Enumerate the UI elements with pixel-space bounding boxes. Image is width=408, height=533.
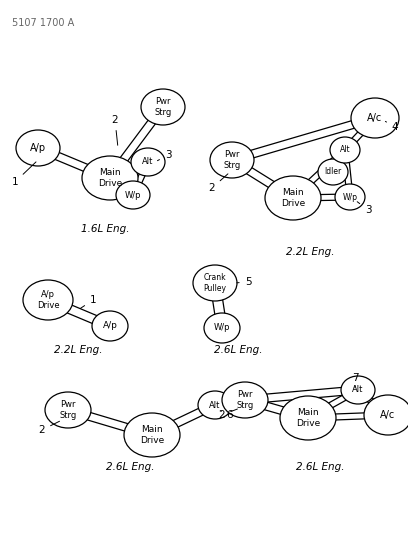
Text: 4: 4 (386, 122, 398, 132)
Text: 5: 5 (237, 277, 251, 287)
Text: Alt: Alt (353, 385, 364, 394)
Ellipse shape (364, 395, 408, 435)
Ellipse shape (204, 313, 240, 343)
Ellipse shape (198, 391, 232, 419)
Ellipse shape (124, 413, 180, 457)
Ellipse shape (23, 280, 73, 320)
Ellipse shape (341, 376, 375, 404)
Text: Pwr
Strg: Pwr Strg (60, 400, 77, 419)
Text: Pwr
Strg: Pwr Strg (223, 150, 241, 169)
Ellipse shape (222, 382, 268, 418)
Text: 1: 1 (12, 162, 36, 187)
Ellipse shape (131, 148, 165, 176)
Text: Main
Drive: Main Drive (281, 188, 305, 208)
Ellipse shape (318, 159, 348, 185)
Text: 6: 6 (221, 410, 233, 420)
Ellipse shape (351, 98, 399, 138)
Ellipse shape (82, 156, 138, 200)
Text: 1: 1 (80, 295, 96, 309)
Ellipse shape (92, 311, 128, 341)
Text: Alt: Alt (142, 157, 154, 166)
Text: Alt: Alt (209, 400, 221, 409)
Ellipse shape (335, 184, 365, 210)
Text: A/p: A/p (30, 143, 46, 153)
Text: 3: 3 (157, 150, 171, 160)
Text: 2: 2 (208, 174, 228, 193)
Ellipse shape (265, 176, 321, 220)
Text: 2.6L Eng.: 2.6L Eng. (214, 345, 262, 355)
Ellipse shape (16, 130, 60, 166)
Ellipse shape (141, 89, 185, 125)
Text: 2: 2 (112, 115, 118, 145)
Text: Crank
Pulley: Crank Pulley (204, 273, 226, 293)
Text: 7: 7 (352, 373, 358, 388)
Text: 2: 2 (219, 409, 237, 420)
Text: W/p: W/p (214, 324, 230, 333)
Ellipse shape (280, 396, 336, 440)
Text: Main
Drive: Main Drive (296, 408, 320, 427)
Text: Pwr
Strg: Pwr Strg (236, 390, 254, 410)
Ellipse shape (45, 392, 91, 428)
Text: W/p: W/p (342, 192, 357, 201)
Text: W/p: W/p (125, 190, 141, 199)
Text: A/c: A/c (367, 113, 383, 123)
Text: A/p
Drive: A/p Drive (37, 290, 59, 310)
Text: A/p: A/p (102, 321, 118, 330)
Text: Main
Drive: Main Drive (98, 168, 122, 188)
Text: 3: 3 (357, 201, 371, 215)
Ellipse shape (116, 181, 150, 209)
Text: 5107 1700 A: 5107 1700 A (12, 18, 74, 28)
Text: Alt: Alt (340, 146, 350, 155)
Ellipse shape (193, 265, 237, 301)
Text: Pwr
Strg: Pwr Strg (154, 98, 172, 117)
Text: A/c: A/c (380, 410, 396, 420)
Text: 2: 2 (39, 421, 60, 435)
Ellipse shape (330, 137, 360, 163)
Text: 2.2L Eng.: 2.2L Eng. (286, 247, 334, 257)
Text: 1.6L Eng.: 1.6L Eng. (81, 224, 129, 234)
Text: 2.2L Eng.: 2.2L Eng. (54, 345, 102, 355)
Ellipse shape (210, 142, 254, 178)
Text: 2.6L Eng.: 2.6L Eng. (296, 462, 344, 472)
Text: 2.6L Eng.: 2.6L Eng. (106, 462, 154, 472)
Text: Idler: Idler (324, 167, 341, 176)
Text: Main
Drive: Main Drive (140, 425, 164, 445)
